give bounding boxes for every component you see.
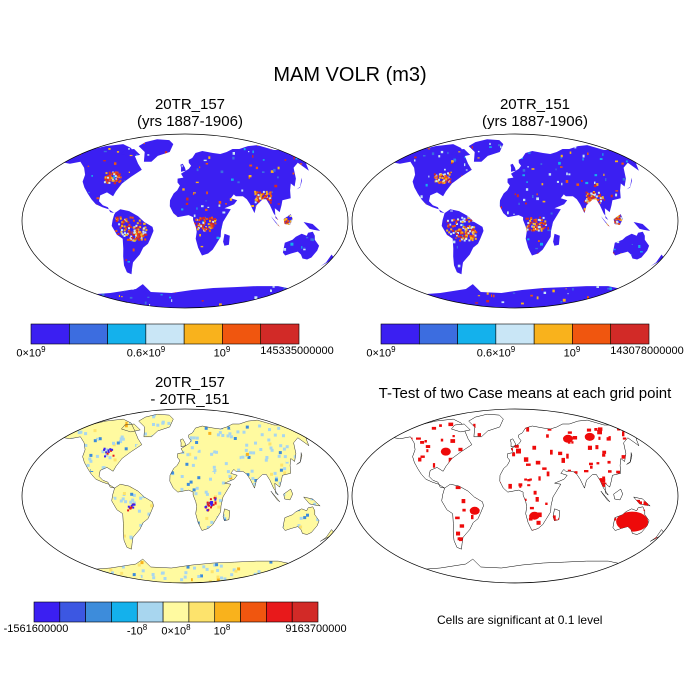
colorbar-tick-label: 108 — [213, 623, 231, 638]
panel-title-1-line2: (yrs 1887-1906) — [137, 113, 243, 130]
panel-title-2-line2: (yrs 1887-1906) — [482, 113, 588, 130]
significance-note: Cells are significant at 0.1 level — [437, 613, 603, 627]
colorbar-swatch — [222, 323, 262, 345]
colorbar-2 — [380, 323, 650, 345]
colorbar-swatch — [111, 601, 138, 623]
colorbar-3 — [33, 601, 319, 623]
land-japan — [296, 177, 302, 190]
colorbar-swatch — [457, 323, 497, 345]
map-panel-2 — [351, 133, 679, 309]
panel-title-3-line2: - 20TR_151 — [150, 391, 230, 408]
land-newZealand — [650, 254, 665, 267]
colorbar-swatch — [85, 601, 112, 623]
land-australia — [282, 231, 320, 260]
panel-title-3-line1: 20TR_157 — [154, 374, 226, 391]
colorbar-swatch — [145, 323, 185, 345]
colorbar-swatch — [188, 601, 216, 623]
panel-title-4-line1: T-Test of two Case means at each grid po… — [378, 385, 672, 402]
land-indonesia1 — [270, 216, 280, 227]
land-australia — [612, 231, 650, 260]
colorbar-swatch — [533, 323, 573, 345]
colorbar-tick-label: 0×108 — [161, 623, 191, 638]
colorbar-swatch — [183, 323, 223, 345]
panel-title-4: T-Test of two Case means at each grid po… — [355, 385, 695, 402]
colorbar-swatch — [260, 323, 300, 345]
colorbar-swatch — [107, 323, 147, 345]
map-2-content — [351, 133, 679, 309]
map-panel-1 — [21, 133, 349, 309]
land-uk — [510, 163, 516, 172]
colorbar-swatch — [136, 601, 164, 623]
colorbar-swatch — [266, 601, 293, 623]
colorbar-swatch — [33, 601, 61, 623]
colorbar-tick-label: 0.6×109 — [476, 345, 516, 360]
colorbar-tick-label: 109 — [563, 345, 581, 360]
colorbar-swatch — [291, 601, 319, 623]
colorbar-swatch — [214, 601, 241, 623]
colorbar-tick-label: 0×109 — [16, 345, 46, 360]
panel-title-2: 20TR_151 (yrs 1887-1906) — [370, 96, 700, 130]
colorbar-tick-label: 109 — [213, 345, 231, 360]
colorbar-swatch — [162, 601, 190, 623]
colorbar-swatch — [495, 323, 535, 345]
land-greenland — [468, 139, 504, 162]
map-1-content — [21, 133, 349, 309]
colorbar-tick-label: 143078000000 — [610, 345, 684, 357]
land-newZealand — [320, 254, 335, 267]
map-4-content — [351, 408, 679, 584]
colorbar-1-labels: 0×109 0.6×109 109 145335000000 — [0, 345, 350, 361]
panel-title-2-line1: 20TR_151 — [499, 96, 571, 113]
colorbar-swatch — [240, 601, 267, 623]
colorbar-tick-label: 145335000000 — [260, 345, 334, 357]
land-japan — [626, 177, 632, 190]
land-baffin — [121, 149, 141, 157]
colorbar-tick-label: 0×109 — [366, 345, 396, 360]
colorbar-swatch — [610, 323, 650, 345]
land-greenland — [138, 139, 174, 162]
land-newGuinea — [303, 222, 321, 231]
colorbar-tick-label: -1561600000 — [3, 623, 69, 635]
colorbar-tick-label: 9163700000 — [285, 623, 347, 635]
map-panel-4 — [351, 408, 679, 584]
land-madagascar — [553, 233, 560, 246]
figure-title: MAM VOLR (m3) — [273, 64, 427, 86]
panel-title-1: 20TR_157 (yrs 1887-1906) — [40, 96, 340, 130]
colorbar-swatch — [30, 323, 70, 345]
colorbar-swatch — [68, 323, 108, 345]
map-panel-3 — [21, 408, 349, 584]
colorbar-swatch — [380, 323, 420, 345]
colorbar-2-labels: 0×109 0.6×109 109 143078000000 — [350, 345, 700, 361]
colorbar-tick-label: 0.6×109 — [126, 345, 166, 360]
land-madagascar — [223, 233, 230, 246]
colorbar-swatch — [418, 323, 458, 345]
map-3-content — [21, 408, 349, 584]
panel-title-1-line1: 20TR_157 — [154, 96, 226, 113]
land-baffin — [451, 149, 471, 157]
colorbar-1 — [30, 323, 300, 345]
colorbar-tick-label: -108 — [126, 623, 148, 638]
colorbar-swatch — [59, 601, 86, 623]
colorbar-3-labels: -1561600000 -108 0×108 108 9163700000 — [0, 623, 350, 639]
colorbar-swatch — [572, 323, 612, 345]
land-africaEurope — [499, 145, 644, 256]
panel-title-3: 20TR_157 - 20TR_151 — [40, 374, 340, 408]
land-northAmerica — [63, 144, 142, 214]
land-newGuinea — [633, 222, 651, 231]
